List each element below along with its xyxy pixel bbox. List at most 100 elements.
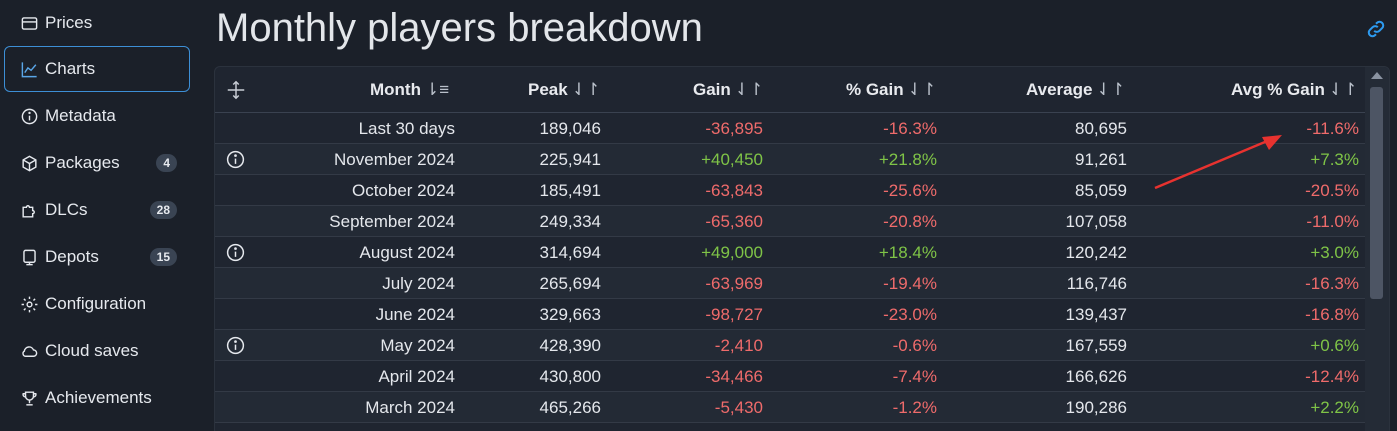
column-header-average[interactable]: Average ⇃↾ [1026,80,1125,99]
cell-avg-pct-gain: -11.6% [1306,119,1359,138]
info-icon[interactable] [225,335,246,356]
cell-average: 166,626 [1065,367,1127,386]
cell-peak: 465,266 [539,398,601,417]
cell-average: 107,058 [1065,212,1127,231]
cell-pct-gain: -25.6% [883,181,937,200]
cell-month: August 2024 [359,243,455,262]
info-icon [19,106,39,126]
cell-pct-gain: -23.0% [883,305,937,324]
sort-desc-icon: ⇂≡ [424,80,450,99]
cell-peak: 329,663 [539,305,601,324]
sidebar-item-label: Depots [45,247,99,266]
cell-avg-pct-gain: -16.3% [1305,274,1359,293]
sort-icon: ⇃↾ [734,80,764,99]
chart-icon [19,59,39,79]
cell-peak: 314,694 [539,243,601,262]
sidebar-item-cloud-saves[interactable]: Cloud saves [4,328,190,374]
cell-gain: -2,410 [714,336,763,355]
sidebar-item-achievements[interactable]: Achievements [4,375,190,421]
cell-peak: 249,334 [539,212,601,231]
cell-month: Last 30 days [358,119,455,138]
sidebar-item-dlcs[interactable]: DLCs 28 [4,187,190,233]
cell-month: June 2024 [375,305,455,324]
sidebar-item-prices[interactable]: Prices [4,0,190,46]
count-badge: 28 [149,201,177,219]
column-header-avg-pct-gain[interactable]: Avg % Gain ⇃↾ [1231,80,1358,99]
cell-month: September 2024 [329,212,455,231]
scroll-thumb[interactable] [1370,87,1383,299]
cell-pct-gain: -7.4% [892,367,937,386]
cell-avg-pct-gain: -11.0% [1306,212,1359,231]
cell-average: 190,286 [1065,398,1127,417]
cell-gain: -5,430 [714,398,763,417]
cell-average: 120,242 [1065,243,1127,262]
dlc-icon [19,200,39,220]
column-header-peak[interactable]: Peak ⇃↾ [528,80,601,99]
sidebar-item-depots[interactable]: Depots 15 [4,234,190,280]
cell-pct-gain: -0.6% [892,336,937,355]
cell-pct-gain: +21.8% [878,150,937,169]
sidebar-item-charts[interactable]: Charts [4,46,190,92]
cell-month: March 2024 [365,398,455,417]
table-row: March 2024 465,266 -5,430 -1.2% 190,286 +2.2% [215,392,1367,423]
sidebar-item-metadata[interactable]: Metadata [4,93,190,139]
cell-avg-pct-gain: +0.6% [1310,336,1359,355]
info-icon[interactable] [225,242,246,263]
table-row: November 2024 225,941 +40,450 +21.8% 91,261 +… [215,144,1367,175]
cell-gain: +40,450 [701,150,763,169]
cell-month: July 2024 [382,274,455,293]
sort-icon: ⇃↾ [907,80,937,99]
sidebar-item-label: DLCs [45,200,88,219]
sidebar-item-packages[interactable]: Packages 4 [4,140,190,186]
column-header-pct-gain[interactable]: % Gain ⇃↾ [846,80,937,99]
vertical-scrollbar[interactable] [1365,67,1389,431]
cell-month: April 2024 [378,367,455,386]
cell-gain: -65,360 [705,212,763,231]
cell-gain: -36,895 [705,119,763,138]
players-table: Month ⇂≡ Peak ⇃↾ Gain ⇃↾ % Gain ⇃↾ Average ⇃↾… [214,66,1390,431]
cell-avg-pct-gain: +3.0% [1310,243,1359,262]
gear-icon [19,294,39,314]
sidebar-item-label: Prices [45,13,93,32]
cell-peak: 225,941 [539,150,601,169]
column-header-gain[interactable]: Gain ⇃↾ [693,80,764,99]
cell-month: May 2024 [380,336,455,355]
cell-average: 91,261 [1075,150,1127,169]
page-title: Monthly players breakdown [216,6,703,50]
sidebar-item-label: Charts [45,59,96,78]
scroll-up-icon[interactable] [1371,72,1383,79]
cell-month: October 2024 [351,181,455,200]
cell-avg-pct-gain: -20.5% [1305,181,1359,200]
column-header-month[interactable]: Month ⇂≡ [370,80,450,99]
cell-gain: -34,466 [705,367,763,386]
sidebar-item-configuration[interactable]: Configuration [4,281,190,327]
table-row: September 2024 249,334 -65,360 -20.8% 107,05… [215,206,1367,237]
sidebar-item-label: Metadata [45,106,116,125]
cell-avg-pct-gain: -12.4% [1305,367,1359,386]
drag-handle-icon[interactable] [225,79,247,101]
table-row: October 2024 185,491 -63,843 -25.6% 85,059 -2… [215,175,1367,206]
cell-peak: 428,390 [539,336,601,355]
cell-average: 116,746 [1066,274,1127,293]
sort-icon: ⇃↾ [1096,80,1125,99]
trophy-icon [19,388,39,408]
package-icon [19,153,39,173]
cell-pct-gain: +18.4% [878,243,937,262]
link-icon[interactable] [1365,18,1387,40]
cloud-icon [19,341,39,361]
cell-avg-pct-gain: -16.8% [1305,305,1359,324]
cell-peak: 189,046 [539,119,601,138]
depot-icon [19,247,39,267]
sidebar-item-label: Achievements [45,388,152,407]
cell-month: November 2024 [334,150,455,169]
table-row: April 2024 430,800 -34,466 -7.4% 166,626 -12.… [215,361,1367,392]
cell-peak: 430,800 [539,367,601,386]
sidebar-item-label: Cloud saves [45,341,139,360]
cell-gain: -63,843 [705,181,763,200]
info-icon[interactable] [225,149,246,170]
cell-pct-gain: -20.8% [883,212,937,231]
prices-icon [19,13,39,33]
table-header: Month ⇂≡ Peak ⇃↾ Gain ⇃↾ % Gain ⇃↾ Average ⇃↾… [215,67,1367,113]
sort-icon: ⇃↾ [1328,80,1358,99]
sidebar-item-label: Configuration [45,294,147,313]
